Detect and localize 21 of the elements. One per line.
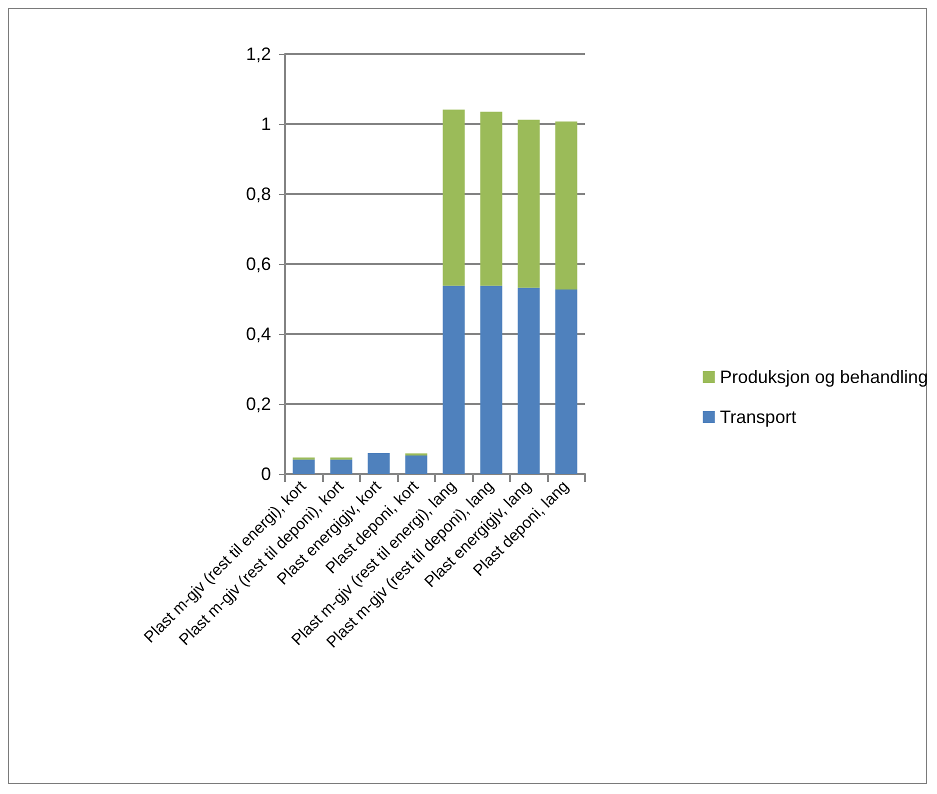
y-tick-label: 0,2 — [246, 394, 271, 414]
y-tick-label: 0,6 — [246, 254, 271, 274]
bar — [368, 453, 390, 474]
y-tick-label: 1 — [260, 114, 271, 134]
bar — [480, 112, 502, 286]
bar — [442, 286, 465, 474]
legend-label: Produksjon og behandling — [720, 367, 928, 387]
y-tick-label: 0,4 — [246, 324, 271, 344]
y-tick-label: 0 — [260, 464, 271, 484]
legend-label: Transport — [720, 407, 796, 427]
y-tick-label: 1,2 — [246, 44, 271, 64]
bar — [292, 460, 315, 474]
bar — [480, 286, 502, 474]
bar — [518, 288, 540, 474]
bar — [330, 460, 352, 474]
bar — [518, 120, 540, 288]
y-tick-label: 0,8 — [246, 184, 271, 204]
bar — [405, 455, 428, 474]
bar — [555, 290, 578, 474]
bar — [442, 110, 465, 286]
bar — [555, 122, 578, 290]
